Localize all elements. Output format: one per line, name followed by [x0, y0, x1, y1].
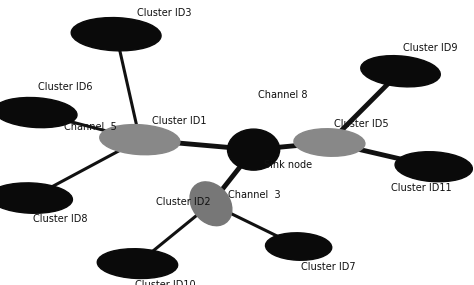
- Ellipse shape: [71, 18, 161, 51]
- Ellipse shape: [395, 152, 473, 182]
- Ellipse shape: [97, 249, 178, 278]
- Text: Cluster ID1: Cluster ID1: [152, 116, 206, 126]
- Ellipse shape: [100, 125, 180, 155]
- Ellipse shape: [294, 129, 365, 156]
- Ellipse shape: [0, 97, 77, 128]
- Ellipse shape: [361, 56, 440, 87]
- Text: Cluster ID2: Cluster ID2: [156, 197, 211, 207]
- Text: Cluster ID10: Cluster ID10: [135, 280, 196, 285]
- Text: Cluster ID8: Cluster ID8: [33, 214, 88, 225]
- Text: Sink node: Sink node: [264, 160, 312, 170]
- Text: Cluster ID3: Cluster ID3: [137, 8, 192, 18]
- Ellipse shape: [228, 129, 280, 170]
- Text: Channel  5: Channel 5: [64, 122, 117, 132]
- Text: Cluster ID6: Cluster ID6: [38, 82, 92, 92]
- Ellipse shape: [265, 233, 332, 260]
- Text: Cluster ID5: Cluster ID5: [334, 119, 389, 129]
- Text: Cluster ID9: Cluster ID9: [403, 43, 457, 54]
- Text: Cluster ID11: Cluster ID11: [391, 183, 452, 193]
- Text: Cluster ID7: Cluster ID7: [301, 262, 356, 272]
- Text: Channel  3: Channel 3: [228, 190, 280, 200]
- Ellipse shape: [190, 182, 232, 226]
- Text: Channel 8: Channel 8: [258, 90, 308, 101]
- Ellipse shape: [0, 183, 73, 213]
